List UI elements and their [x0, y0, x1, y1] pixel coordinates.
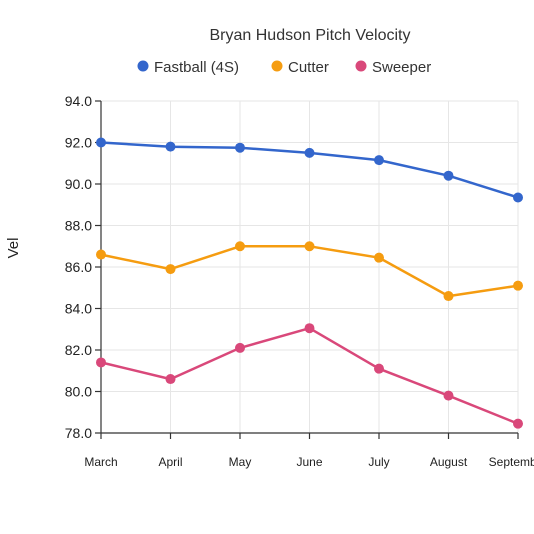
- chart-title: Bryan Hudson Pitch Velocity: [210, 27, 411, 44]
- data-point[interactable]: [235, 142, 245, 153]
- grid: [100, 100, 519, 434]
- data-point[interactable]: [443, 170, 454, 181]
- data-point[interactable]: [304, 241, 315, 252]
- series-2: [96, 323, 523, 429]
- legend-label: Fastball (4S): [154, 59, 239, 76]
- data-point[interactable]: [96, 357, 106, 368]
- x-tick-label: June: [296, 455, 322, 469]
- data-point[interactable]: [96, 249, 106, 260]
- legend-label: Cutter: [288, 59, 329, 76]
- x-tick-label: March: [84, 455, 117, 469]
- y-tick-label: 82.0: [65, 342, 92, 358]
- y-tick-label: 92.0: [65, 135, 92, 151]
- y-tick-label: 88.0: [65, 218, 92, 234]
- x-tick-label: April: [158, 455, 182, 469]
- y-axis-label: Vel: [5, 238, 22, 259]
- x-ticks: March April May June July August September: [84, 433, 534, 469]
- data-point[interactable]: [513, 192, 523, 203]
- series-0: [96, 137, 523, 203]
- x-tick-label: August: [430, 455, 468, 469]
- data-point[interactable]: [235, 241, 245, 252]
- data-point[interactable]: [374, 252, 384, 263]
- legend-marker: [137, 60, 149, 72]
- legend-item[interactable]: Fastball (4S): [137, 59, 240, 76]
- x-tick-label: May: [229, 455, 252, 469]
- data-point[interactable]: [513, 418, 523, 429]
- data-point[interactable]: [443, 390, 454, 401]
- x-tick-label: September: [489, 455, 534, 469]
- y-tick-label: 94.0: [65, 93, 92, 109]
- series-group: [96, 137, 523, 429]
- data-point[interactable]: [235, 342, 245, 353]
- y-ticks: 78.0 80.0 82.0 84.0 86.0 88.0 90.0 92.0 94.0: [65, 93, 101, 441]
- y-tick-label: 80.0: [65, 384, 92, 400]
- data-point[interactable]: [443, 291, 454, 302]
- data-point[interactable]: [165, 264, 176, 275]
- legend-marker: [355, 60, 367, 72]
- data-point[interactable]: [513, 280, 523, 291]
- data-point[interactable]: [165, 141, 176, 152]
- legend-item[interactable]: Sweeper: [355, 59, 432, 76]
- y-tick-label: 86.0: [65, 259, 92, 275]
- legend-item[interactable]: Cutter: [271, 59, 329, 76]
- legend-label: Sweeper: [372, 59, 431, 76]
- data-point[interactable]: [165, 374, 176, 385]
- data-point[interactable]: [374, 155, 384, 166]
- y-tick-label: 90.0: [65, 176, 92, 192]
- x-tick-label: July: [368, 455, 389, 469]
- y-tick-label: 84.0: [65, 301, 92, 317]
- data-point[interactable]: [96, 137, 106, 148]
- legend: Fastball (4S) Cutter Sweeper: [137, 59, 432, 76]
- series-1: [96, 241, 523, 302]
- legend-marker: [271, 60, 283, 72]
- data-point[interactable]: [304, 147, 315, 158]
- y-tick-label: 78.0: [65, 425, 92, 441]
- data-point[interactable]: [304, 323, 315, 334]
- data-point[interactable]: [374, 363, 384, 374]
